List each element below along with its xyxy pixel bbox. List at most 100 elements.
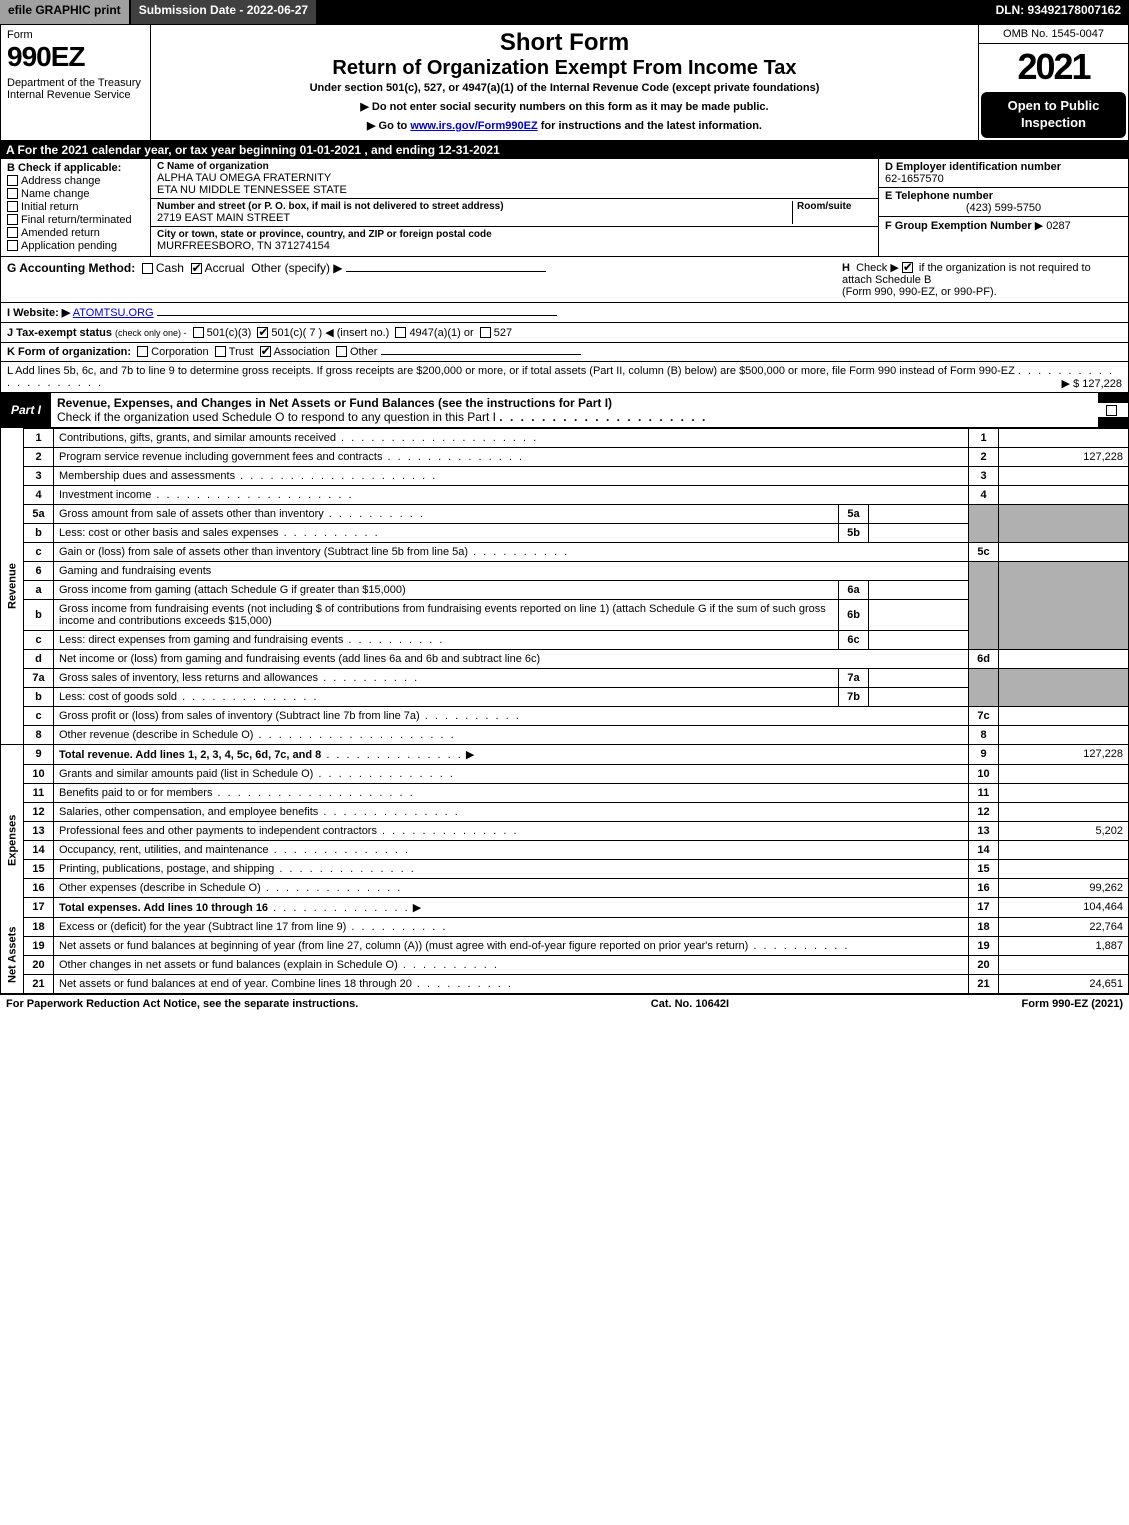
room-label: Room/suite [797, 201, 872, 212]
line20-text: Other changes in net assets or fund bala… [59, 959, 398, 971]
line3-amt [999, 466, 1129, 485]
section-j: J Tax-exempt status (check only one) - 5… [0, 323, 1129, 343]
j-4947: 4947(a)(1) or [409, 327, 473, 339]
k-corp: Corporation [151, 346, 208, 358]
chk-schedule-o-part1[interactable] [1106, 405, 1117, 416]
city-value: MURFREESBORO, TN 371274154 [157, 240, 872, 252]
line9-amt: 127,228 [999, 744, 1129, 764]
j-label: J Tax-exempt status [7, 327, 112, 339]
f-group-label: F Group Exemption Number [885, 220, 1032, 232]
part1-subtitle: Check if the organization used Schedule … [57, 410, 496, 424]
c-name-label: C Name of organization [157, 161, 872, 172]
line21-amt: 24,651 [999, 974, 1129, 993]
chk-501c3[interactable] [193, 327, 204, 338]
chk-4947[interactable] [395, 327, 406, 338]
line7c-text: Gross profit or (loss) from sales of inv… [59, 710, 420, 722]
line2-amt: 127,228 [999, 447, 1129, 466]
chk-501c[interactable] [257, 327, 268, 338]
chk-other-org[interactable] [336, 346, 347, 357]
k-assoc: Association [274, 346, 330, 358]
line5c-text: Gain or (loss) from sale of assets other… [59, 546, 468, 558]
irs-link[interactable]: www.irs.gov/Form990EZ [410, 120, 537, 132]
line11-text: Benefits paid to or for members [59, 787, 212, 799]
chk-final-return[interactable]: Final return/terminated [7, 214, 144, 226]
line5c-amt [999, 542, 1129, 561]
submission-date-button[interactable]: Submission Date - 2022-06-27 [131, 0, 318, 24]
line5b-text: Less: cost or other basis and sales expe… [59, 527, 279, 539]
k-other: Other [350, 346, 378, 358]
chk-corp[interactable] [137, 346, 148, 357]
goto-suffix: for instructions and the latest informat… [541, 120, 762, 132]
line2-text: Program service revenue including govern… [59, 451, 382, 463]
return-title: Return of Organization Exempt From Incom… [157, 57, 972, 80]
line17-amt: 104,464 [999, 897, 1129, 917]
line3-text: Membership dues and assessments [59, 470, 235, 482]
chk-schedule-b[interactable] [902, 262, 913, 273]
line5b-mid: 5b [839, 523, 869, 542]
chk-address-change[interactable]: Address change [7, 175, 144, 187]
line14-text: Occupancy, rent, utilities, and maintena… [59, 844, 269, 856]
line10-text: Grants and similar amounts paid (list in… [59, 768, 313, 780]
k-trust: Trust [229, 346, 254, 358]
chk-amended-return[interactable]: Amended return [7, 227, 144, 239]
footer-formref: Form 990-EZ (2021) [1022, 998, 1123, 1010]
j-501c3: 501(c)(3) [207, 327, 252, 339]
line19-amt: 1,887 [999, 936, 1129, 955]
line18-text: Excess or (deficit) for the year (Subtra… [59, 921, 346, 933]
goto-link-line: ▶ Go to www.irs.gov/Form990EZ for instru… [157, 119, 972, 132]
chk-trust[interactable] [215, 346, 226, 357]
line13-amt: 5,202 [999, 821, 1129, 840]
tax-year: 2021 [979, 44, 1128, 90]
line14-amt [999, 840, 1129, 859]
expenses-sidelabel: Expenses [1, 764, 24, 917]
line1-text: Contributions, gifts, grants, and simila… [59, 432, 336, 444]
street-label: Number and street (or P. O. box, if mail… [157, 201, 792, 212]
l-text: L Add lines 5b, 6c, and 7b to line 9 to … [7, 365, 1015, 377]
row-a-tax-year: A For the 2021 calendar year, or tax yea… [0, 141, 1129, 159]
department-label: Department of the Treasury Internal Reve… [7, 77, 144, 101]
chk-initial-return[interactable]: Initial return [7, 201, 144, 213]
line11-amt [999, 783, 1129, 802]
line4-text: Investment income [59, 489, 151, 501]
line4-amt [999, 485, 1129, 504]
chk-application-pending[interactable]: Application pending [7, 240, 144, 252]
h-text3: (Form 990, 990-EZ, or 990-PF). [842, 286, 997, 298]
h-label: H [842, 262, 850, 274]
line7b-text: Less: cost of goods sold [59, 691, 177, 703]
line17-text: Total expenses. Add lines 10 through 16 [59, 902, 268, 914]
j-501c7: 501(c)( 7 ) ◀ (insert no.) [271, 327, 389, 339]
line12-amt [999, 802, 1129, 821]
line7a-mid: 7a [839, 668, 869, 687]
org-name-1: ALPHA TAU OMEGA FRATERNITY [157, 172, 872, 184]
section-b-c-d-e: B Check if applicable: Address change Na… [0, 159, 1129, 257]
line7c-amt [999, 706, 1129, 725]
line5a-text: Gross amount from sale of assets other t… [59, 508, 324, 520]
chk-name-change[interactable]: Name change [7, 188, 144, 200]
chk-assoc[interactable] [260, 346, 271, 357]
h-check-prefix: Check ▶ [856, 262, 899, 274]
line8-text: Other revenue (describe in Schedule O) [59, 729, 253, 741]
omb-number: OMB No. 1545-0047 [979, 25, 1128, 44]
efile-print-button[interactable]: efile GRAPHIC print [0, 0, 131, 24]
l-amount: ▶ $ 127,228 [1062, 377, 1122, 390]
website-link[interactable]: ATOMTSU.ORG [73, 307, 154, 319]
open-public-badge: Open to Public Inspection [981, 92, 1126, 138]
chk-cash[interactable] [142, 263, 153, 274]
dln-label: DLN: 93492178007162 [988, 0, 1129, 24]
line19-text: Net assets or fund balances at beginning… [59, 940, 748, 952]
line9-text: Total revenue. Add lines 1, 2, 3, 4, 5c,… [59, 749, 321, 761]
netassets-sidelabel: Net Assets [1, 917, 24, 993]
j-527: 527 [494, 327, 512, 339]
line6-text: Gaming and fundraising events [54, 561, 969, 580]
cash-label: Cash [156, 261, 184, 275]
chk-527[interactable] [480, 327, 491, 338]
line18-amt: 22,764 [999, 917, 1129, 936]
b-label: B Check if applicable: [7, 162, 121, 174]
d-ein-label: D Employer identification number [885, 161, 1122, 173]
line1-amt [999, 428, 1129, 447]
section-k: K Form of organization: Corporation Trus… [0, 343, 1129, 362]
line6a-text: Gross income from gaming (attach Schedul… [59, 584, 406, 596]
line6b-text: Gross income from fundraising events (no… [59, 603, 826, 627]
street-value: 2719 EAST MAIN STREET [157, 212, 792, 224]
chk-accrual[interactable] [191, 263, 202, 274]
